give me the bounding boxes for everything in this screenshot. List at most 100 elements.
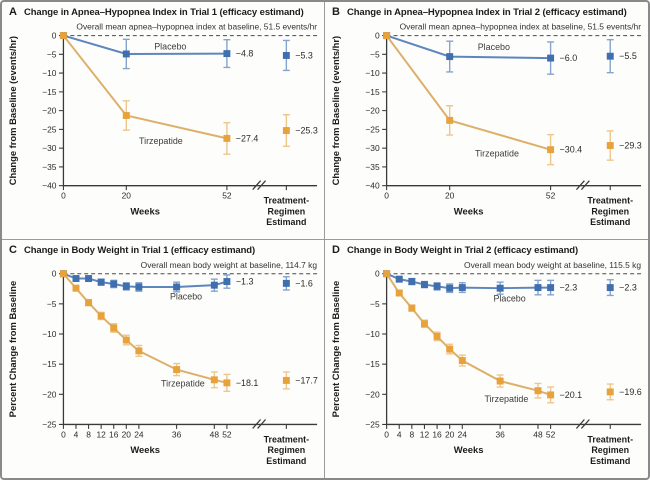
tirzepatide-line [62, 34, 228, 140]
x-tick-label: 0 [61, 429, 66, 439]
placebo-marker [223, 278, 231, 286]
tirzepatide-series-label: Tirzepatide [485, 394, 529, 404]
panel-c: C Change in Body Weight in Trial 1 (effi… [2, 240, 325, 478]
y-tick-label: −25 [365, 419, 380, 429]
axis-break-slash [252, 180, 262, 191]
y-axis-title: Change from Baseline (events/hr) [330, 36, 341, 186]
estimand-axis-label: Estimand [590, 456, 630, 466]
x-tick-label: 12 [420, 429, 430, 439]
y-axis-title: Percent Change from Baseline [330, 281, 341, 418]
tirzepatide-marker [72, 284, 80, 292]
placebo-estimand-value-label: −5.3 [295, 50, 313, 60]
x-tick-label: 0 [384, 429, 389, 439]
tirzepatide-end-value-label: −18.1 [236, 378, 259, 388]
placebo-series-label: Placebo [170, 292, 202, 302]
axis-break-slash [257, 419, 267, 429]
estimand-axis-label: Treatment- [587, 195, 633, 205]
y-tick-label: −25 [42, 419, 57, 429]
panel-c-plot: Overall mean body weight at baseline, 11… [7, 260, 318, 466]
placebo-series-label: Placebo [493, 293, 525, 303]
estimand-axis-label: Estimand [590, 217, 630, 227]
panel-a-title: Change in Apnea–Hypopnea Index in Trial … [23, 7, 304, 18]
y-tick-label: −20 [42, 106, 57, 116]
placebo-marker [122, 282, 130, 290]
panel-d-plot: Overall mean body weight at baseline, 11… [330, 260, 642, 466]
y-tick-label: −25 [42, 124, 57, 134]
y-tick-label: −5 [47, 49, 57, 59]
placebo-marker [72, 275, 80, 283]
panel-b-title: Change in Apnea–Hypopnea Index in Trial … [346, 7, 627, 18]
placebo-marker [223, 50, 231, 58]
estimand-axis-label: Treatment- [587, 434, 633, 444]
tirzepatide-marker [547, 391, 555, 399]
tirzepatide-marker [446, 116, 454, 124]
x-axis-title: Weeks [454, 444, 484, 455]
y-tick-label: −35 [42, 162, 57, 172]
placebo-marker [97, 278, 105, 286]
placebo-end-value-label: −1.3 [236, 277, 254, 287]
tirzepatide-marker [433, 332, 441, 340]
panel-c-letter: C [9, 244, 17, 256]
x-tick-label: 4 [74, 429, 79, 439]
placebo-marker [173, 283, 181, 291]
y-tick-label: −15 [365, 359, 380, 369]
y-tick-label: −40 [42, 181, 57, 191]
y-tick-label: 0 [375, 31, 380, 41]
placebo-marker [446, 284, 454, 292]
panel-b-letter: B [332, 6, 340, 18]
tirzepatide-line [385, 34, 551, 151]
tirzepatide-end-value-label: −20.1 [560, 390, 583, 400]
axis-break-slash [580, 180, 590, 191]
y-tick-label: −15 [42, 87, 57, 97]
x-tick-label: 36 [495, 429, 505, 439]
placebo-estimand-marker [606, 284, 614, 292]
tirzepatide-end-value-label: −30.4 [560, 145, 583, 155]
panel-b: B Change in Apnea–Hypopnea Index in Tria… [325, 2, 648, 240]
panel-a-letter: A [9, 6, 17, 18]
placebo-marker [408, 278, 416, 286]
placebo-estimand-value-label: −2.3 [619, 283, 637, 293]
placebo-series-label: Placebo [154, 41, 186, 51]
x-tick-label: 24 [458, 429, 468, 439]
placebo-marker [420, 281, 428, 289]
placebo-marker [122, 50, 130, 58]
y-tick-label: 0 [52, 269, 57, 279]
tirzepatide-marker [59, 270, 67, 278]
x-tick-label: 0 [384, 191, 389, 201]
tirzepatide-marker [122, 336, 130, 344]
placebo-line [63, 34, 227, 55]
panel-a-plot: Overall mean apnea–hypopnea index at bas… [7, 22, 318, 228]
x-tick-label: 24 [134, 429, 144, 439]
estimand-axis-label: Regimen [268, 206, 306, 216]
x-tick-label: 52 [546, 429, 556, 439]
tirzepatide-marker [383, 270, 391, 278]
x-axis-title: Weeks [130, 205, 160, 216]
y-tick-label: −25 [365, 124, 380, 134]
x-tick-label: 16 [432, 429, 442, 439]
x-axis-title: Weeks [454, 205, 484, 216]
placebo-marker [395, 275, 403, 283]
tirzepatide-marker [210, 376, 218, 384]
x-tick-label: 52 [546, 191, 556, 201]
panel-b-plot: Overall mean apnea–hypopnea index at bas… [330, 22, 642, 227]
placebo-line [386, 34, 551, 60]
estimand-axis-label: Regimen [591, 445, 629, 455]
y-tick-label: −10 [365, 68, 380, 78]
tirzepatide-line [62, 273, 228, 384]
x-tick-label: 20 [122, 429, 132, 439]
tirzepatide-marker [135, 347, 143, 355]
y-tick-label: 0 [375, 269, 380, 279]
tirzepatide-marker [110, 324, 118, 332]
estimand-axis-label: Treatment- [264, 434, 310, 444]
x-tick-label: 20 [445, 191, 455, 201]
x-tick-label: 20 [445, 429, 455, 439]
tirzepatide-estimand-marker [606, 388, 614, 396]
y-tick-label: −15 [42, 359, 57, 369]
tirzepatide-marker [395, 289, 403, 297]
y-tick-label: −20 [365, 106, 380, 116]
baseline-subtitle: Overall mean body weight at baseline, 11… [141, 260, 318, 270]
x-tick-label: 36 [172, 429, 182, 439]
panel-c-title: Change in Body Weight in Trial 1 (effica… [23, 245, 256, 256]
estimand-axis-label: Regimen [591, 206, 629, 216]
